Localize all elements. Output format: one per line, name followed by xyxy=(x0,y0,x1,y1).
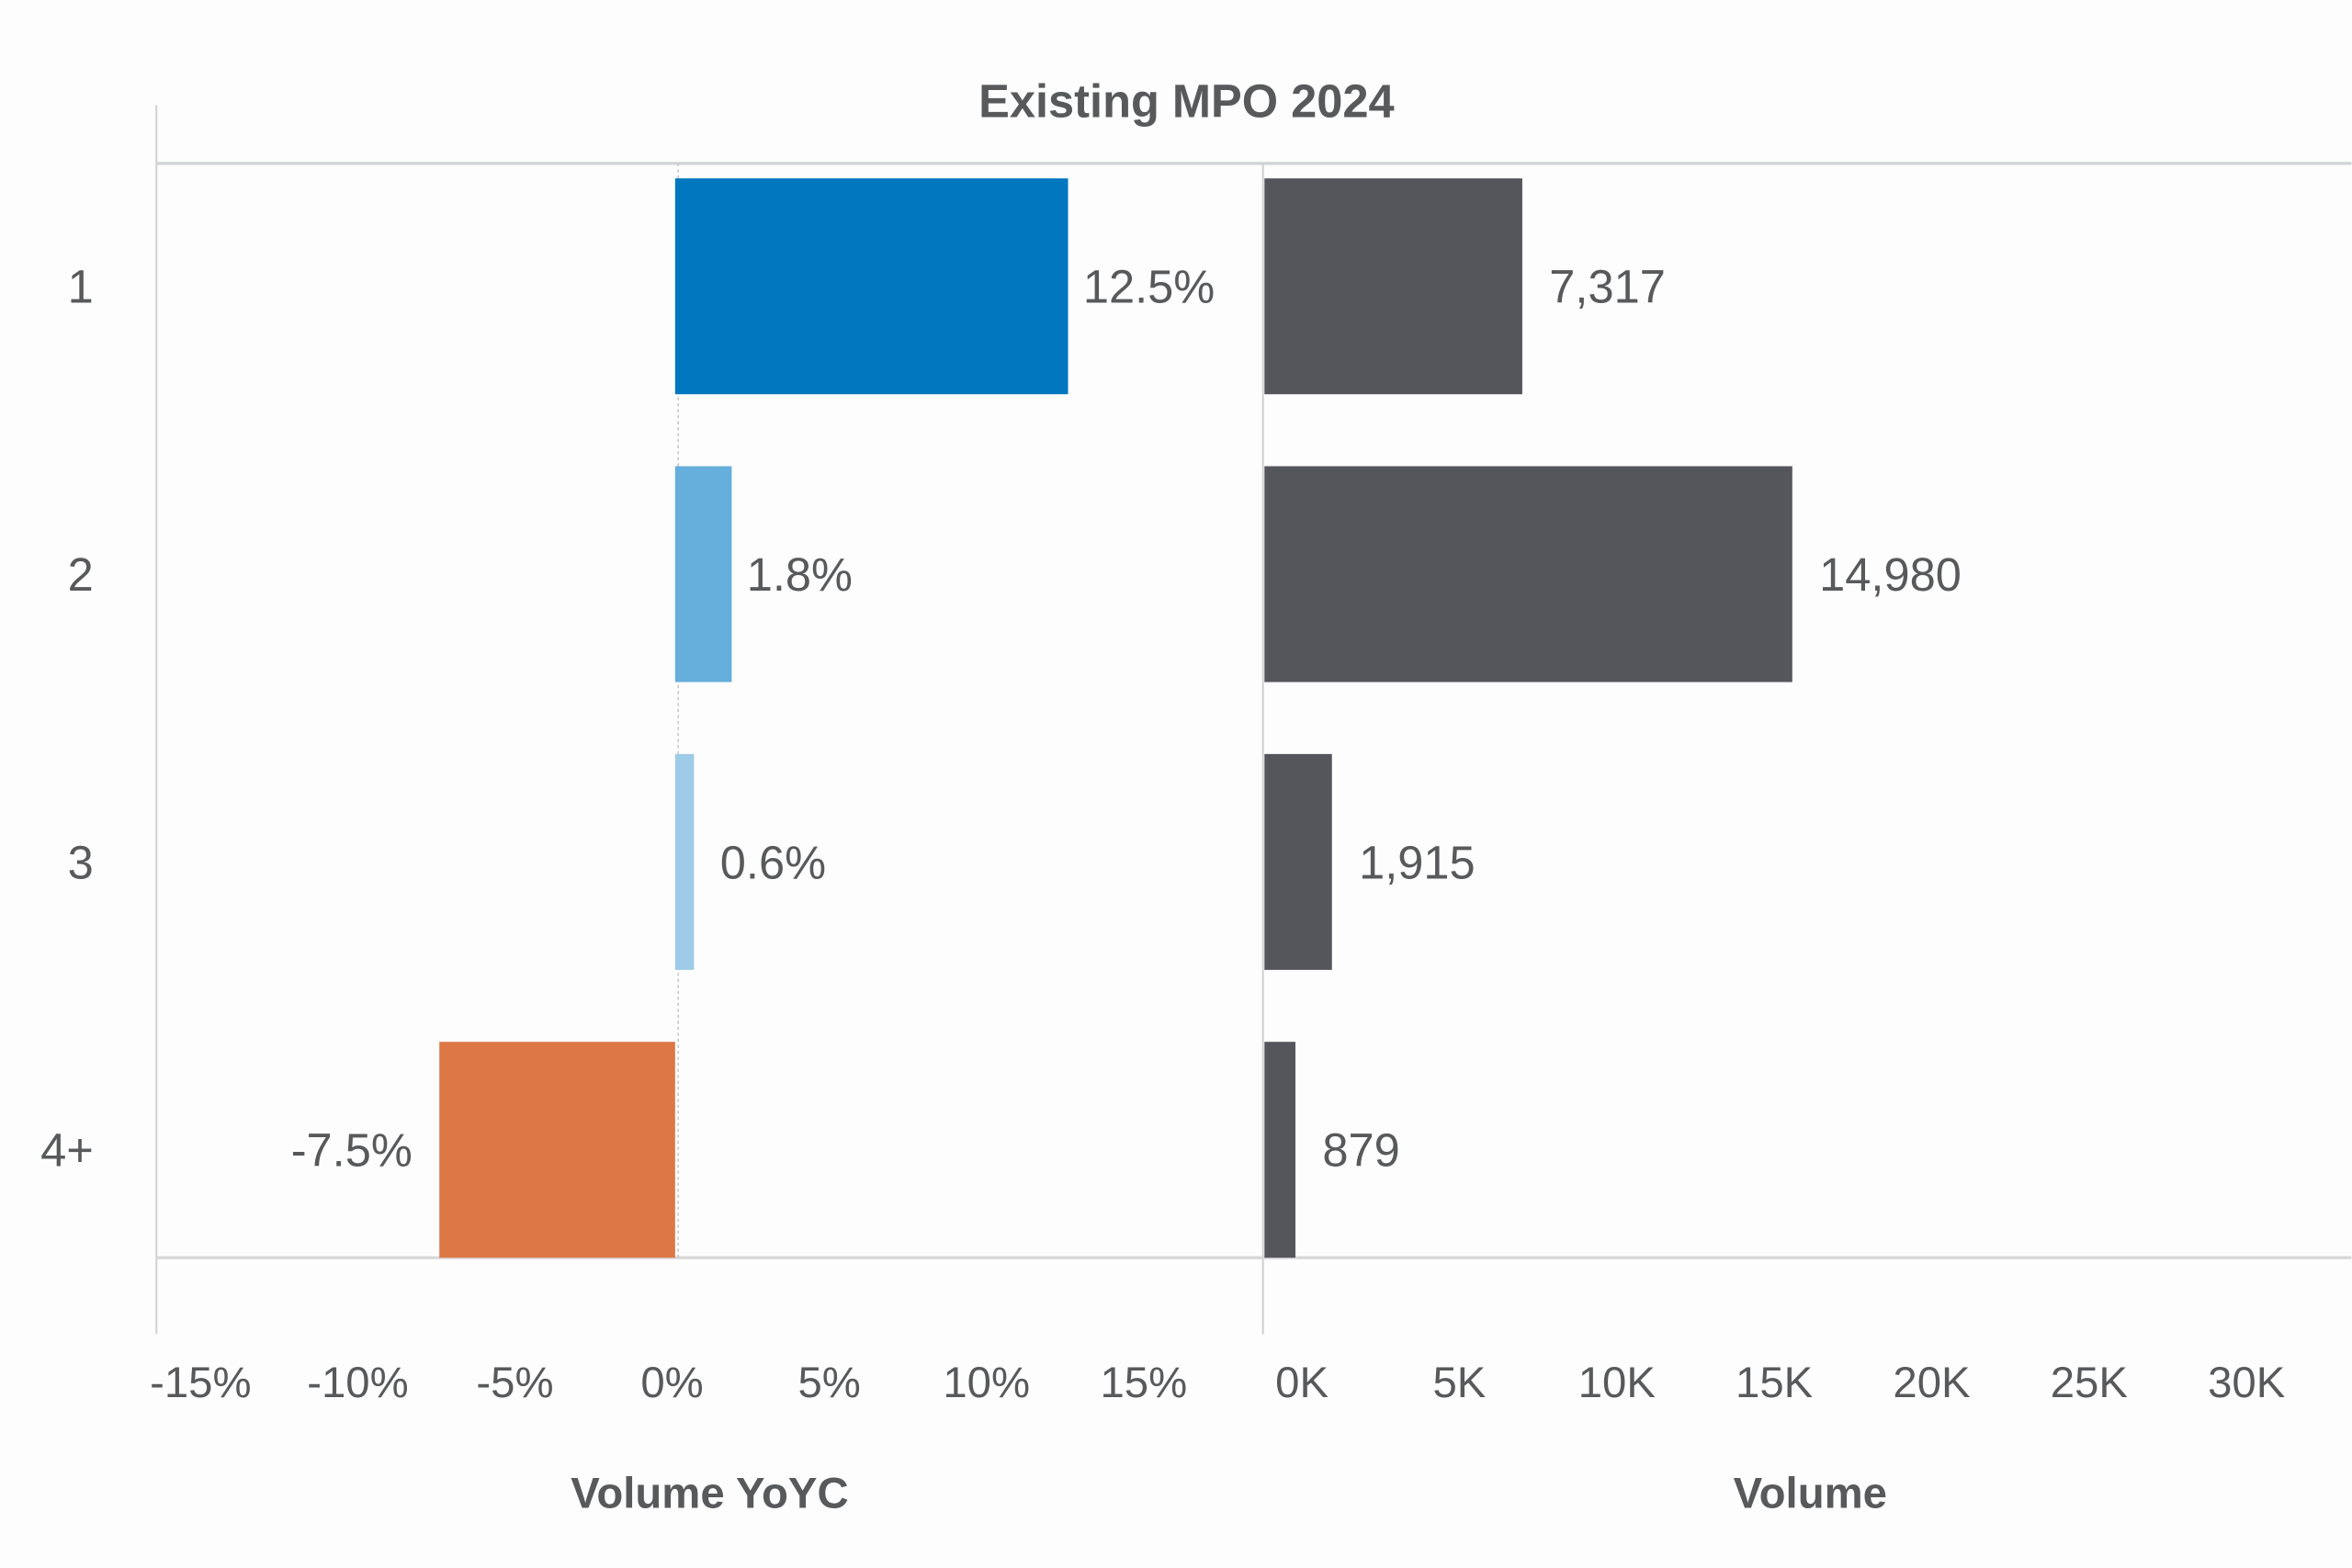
yoyc-tick-label: -5% xyxy=(476,1359,553,1407)
category-label: 1 xyxy=(68,261,94,313)
volume-tick-label: 20K xyxy=(1893,1359,1971,1407)
yoyc-tick-label: 15% xyxy=(1100,1359,1187,1407)
volume-tick-label: 5K xyxy=(1432,1359,1486,1407)
volume-tick-label: 0K xyxy=(1275,1359,1329,1407)
volume-data-label: 14,980 xyxy=(1819,548,1962,601)
yoyc-tick-label: -10% xyxy=(307,1359,408,1407)
volume-bar xyxy=(1264,178,1522,395)
category-labels: 1 2 3 4+ xyxy=(40,261,94,1177)
yoyc-data-label: 0.6% xyxy=(720,836,826,888)
volume-tick-label: 30K xyxy=(2208,1359,2286,1407)
yoyc-bar xyxy=(674,178,1069,395)
category-label: 4+ xyxy=(40,1124,94,1177)
yoyc-data-label: 12.5% xyxy=(1083,261,1215,313)
volume-bar xyxy=(1264,466,1792,682)
volume-bar xyxy=(1264,753,1332,970)
yoyc-panel: 12.5% 1.8% 0.6% -7.5% -15% -10% -5% 0% 5% 10% 15% xyxy=(150,178,1215,1407)
yoyc-axis-title: Volume YoYC xyxy=(571,1470,848,1518)
yoyc-tick-label: 0% xyxy=(640,1359,703,1407)
volume-axis-title: Volume xyxy=(1734,1470,1887,1518)
yoyc-bar xyxy=(674,753,695,970)
category-label: 2 xyxy=(68,548,94,601)
yoyc-data-label: -7.5% xyxy=(291,1124,413,1177)
volume-data-label: 879 xyxy=(1322,1124,1399,1177)
chart-title: Existing MPO 2024 xyxy=(978,74,1395,127)
yoyc-tick-label: -15% xyxy=(150,1359,251,1407)
volume-data-label: 7,317 xyxy=(1549,261,1666,313)
yoyc-bar xyxy=(439,1042,675,1258)
yoyc-data-label: 1.8% xyxy=(747,548,853,601)
volume-tick-label: 15K xyxy=(1736,1359,1814,1407)
yoyc-tick-label: 10% xyxy=(943,1359,1030,1407)
volume-data-label: 1,915 xyxy=(1359,836,1476,888)
yoyc-bar xyxy=(674,466,732,682)
volume-tick-label: 10K xyxy=(1578,1359,1657,1407)
volume-panel: 7,317 14,980 1,915 879 0K 5K 10K 15K 20K 25K 30K xyxy=(1264,178,2286,1407)
volume-bar xyxy=(1264,1042,1295,1258)
yoyc-tick-label: 5% xyxy=(797,1359,860,1407)
category-label: 3 xyxy=(68,836,94,888)
volume-tick-label: 25K xyxy=(2051,1359,2129,1407)
